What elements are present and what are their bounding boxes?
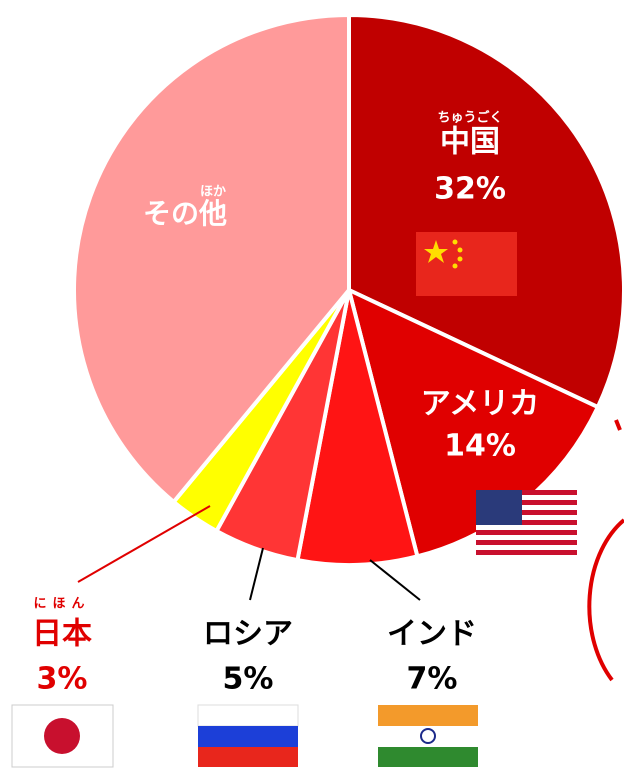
category-label: 中国 — [440, 125, 500, 160]
pie — [72, 12, 624, 567]
category-label: アメリカ — [421, 387, 540, 422]
leader-line — [77, 505, 211, 583]
furigana: ちゅうごく — [437, 110, 502, 126]
flag-japan — [11, 704, 114, 768]
flag-india — [378, 705, 478, 767]
flag-russia — [197, 704, 299, 767]
value-label: 3% — [37, 662, 88, 697]
category-label: 日本 — [32, 617, 92, 652]
pie-slice — [72, 12, 351, 505]
value-label: 7% — [407, 662, 458, 697]
decoration — [614, 419, 622, 431]
decoration — [587, 518, 624, 682]
pie-slice — [347, 12, 624, 410]
furigana: にほん — [33, 597, 90, 612]
furigana: ほか — [200, 185, 226, 200]
value-label: 14% — [444, 429, 516, 464]
flag-china — [416, 232, 517, 296]
value-label: 32% — [434, 172, 506, 207]
leader-line — [249, 547, 264, 601]
value-label: 5% — [223, 662, 274, 697]
leader-line — [369, 559, 421, 601]
category-label: インド — [387, 617, 477, 652]
category-label: ロシア — [203, 617, 293, 652]
pie-slice — [295, 289, 420, 567]
category-label: その他 — [143, 197, 227, 230]
flag-usa — [476, 490, 577, 556]
